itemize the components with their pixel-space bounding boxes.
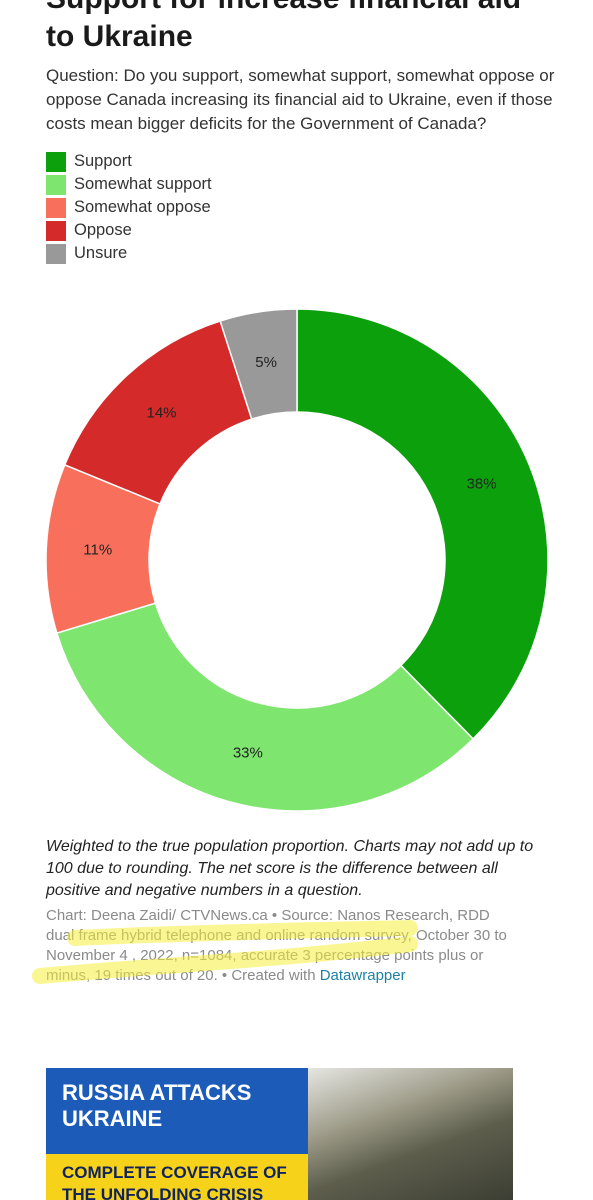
legend-swatch xyxy=(46,220,66,241)
source-link[interactable]: Datawrapper xyxy=(319,967,406,984)
banner-subtitle: COMPLETE COVERAGE OF THE UNFOLDING CRISI… xyxy=(46,1154,308,1200)
chart-source: Chart: Deena Zaidi/ CTVNews.ca • Source:… xyxy=(46,906,516,986)
legend-item: Somewhat oppose xyxy=(46,196,212,219)
value-label: 14% xyxy=(147,405,177,422)
legend-swatch xyxy=(46,197,66,218)
legend-item: Somewhat support xyxy=(46,173,212,196)
legend-label: Unsure xyxy=(74,244,128,262)
banner-image xyxy=(308,1068,513,1200)
legend-label: Somewhat support xyxy=(74,175,212,193)
chart-subtitle: Question: Do you support, somewhat suppo… xyxy=(46,66,555,133)
value-label: 38% xyxy=(467,475,497,492)
legend-swatch xyxy=(46,151,66,172)
promo-banner[interactable]: RUSSIA ATTACKS UKRAINE COMPLETE COVERAGE… xyxy=(46,1068,513,1200)
legend-item: Oppose xyxy=(46,219,212,242)
donut-chart: 38% 33% 11% 14% 5% xyxy=(45,308,549,812)
slice xyxy=(55,602,475,812)
legend-swatch xyxy=(46,243,66,264)
slice xyxy=(219,308,298,421)
legend-item: Unsure xyxy=(46,242,212,265)
value-label: 5% xyxy=(255,354,277,371)
legend-label: Somewhat oppose xyxy=(74,198,211,216)
chart-notes: Weighted to the true population proporti… xyxy=(46,838,534,899)
source-text: Chart: Deena Zaidi/ CTVNews.ca • Source:… xyxy=(46,907,507,984)
legend: Support Somewhat support Somewhat oppose Op… xyxy=(46,150,212,265)
legend-item: Support xyxy=(46,150,212,173)
legend-label: Support xyxy=(74,152,132,170)
banner-title: RUSSIA ATTACKS UKRAINE xyxy=(46,1068,308,1154)
slice xyxy=(296,308,549,740)
value-label: 33% xyxy=(233,744,263,761)
value-label: 11% xyxy=(83,542,112,559)
legend-swatch xyxy=(46,174,66,195)
chart-title: Support for increase financial aid to Uk… xyxy=(46,0,521,53)
legend-label: Oppose xyxy=(74,221,132,239)
